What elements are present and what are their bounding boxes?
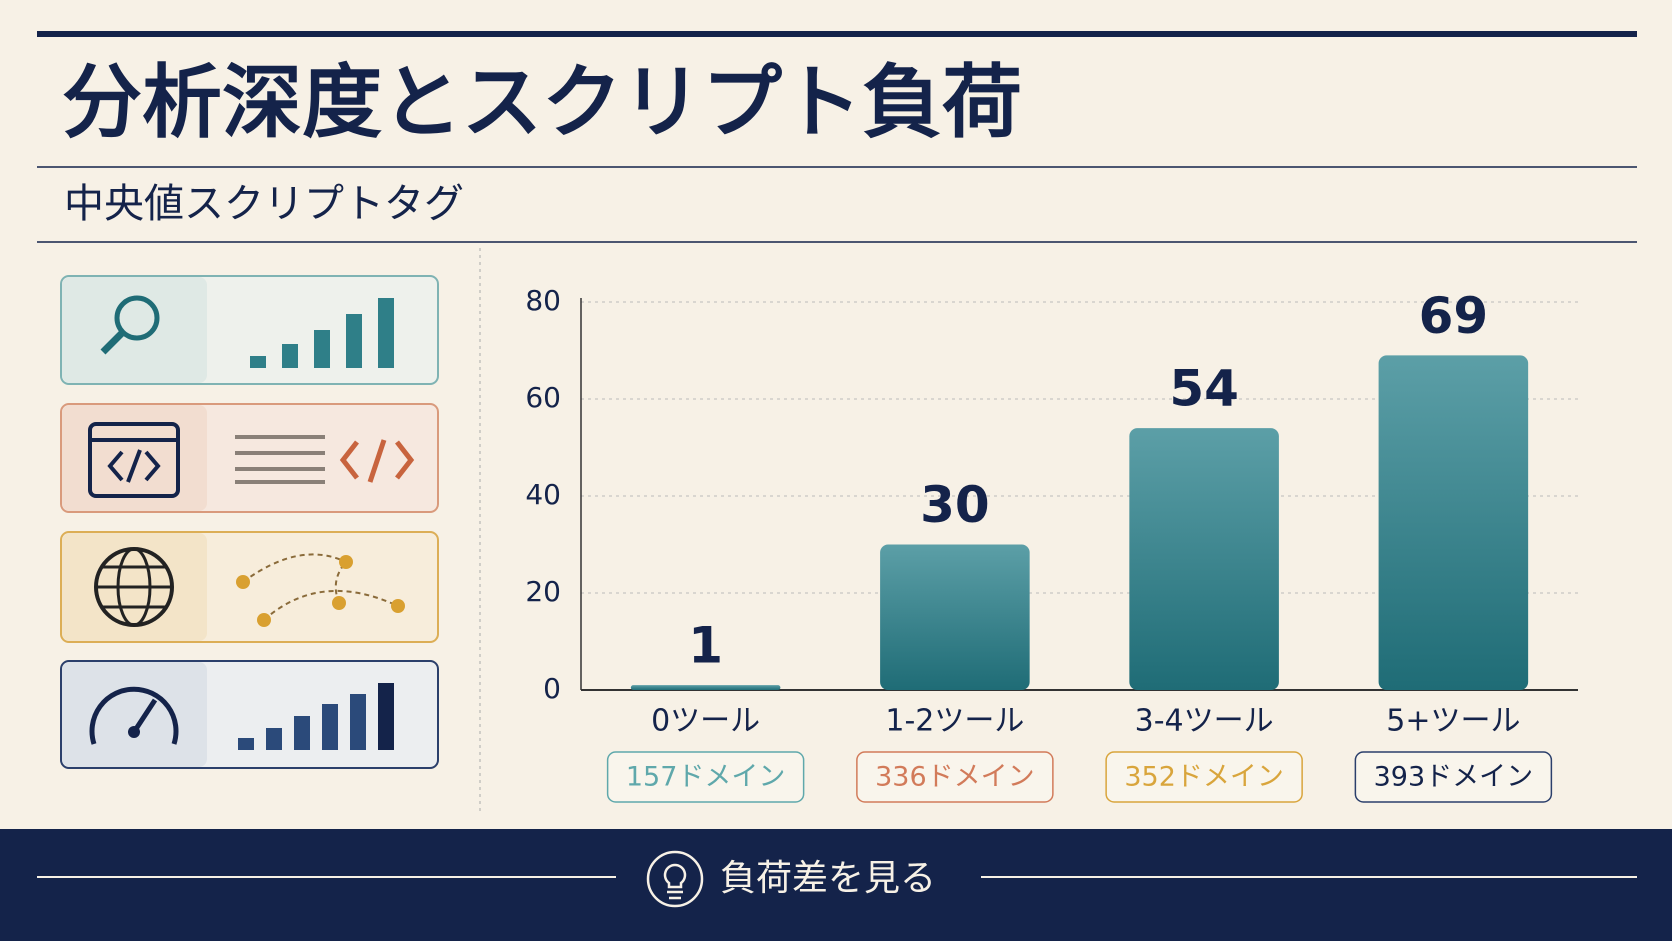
category-note: 157ドメイン	[626, 762, 786, 793]
bulb-icon	[663, 863, 687, 900]
value-label: 54	[1169, 360, 1239, 418]
icon	[235, 435, 325, 484]
icon	[89, 686, 179, 745]
panel-icon-bg	[62, 405, 207, 511]
icon	[100, 330, 125, 355]
icon	[131, 698, 158, 734]
icon	[314, 330, 330, 368]
icon	[339, 439, 415, 483]
chart-title: 分析深度とスクリプト負荷	[62, 56, 1022, 149]
category-note: 352ドメイン	[1124, 762, 1284, 793]
y-tick-label: 80	[525, 284, 561, 317]
bar	[1378, 355, 1529, 690]
icon	[96, 565, 172, 609]
x-tick-label: 0ツール	[651, 704, 760, 739]
category-note: 393ドメイン	[1374, 762, 1534, 793]
bar	[1129, 428, 1279, 690]
icon	[378, 298, 394, 368]
y-tick-label: 20	[525, 575, 561, 608]
category-note: 336ドメイン	[875, 762, 1035, 793]
category-badge	[606, 751, 805, 803]
bulb-icon	[646, 850, 704, 908]
x-tick-label: 5+ツール	[1386, 704, 1520, 739]
footer-band	[0, 829, 1672, 941]
bar	[880, 544, 1030, 690]
icon	[114, 295, 160, 341]
icon	[128, 726, 140, 738]
icon	[107, 449, 161, 483]
panel-icon-bg	[62, 662, 207, 767]
y-tick-label: 40	[525, 478, 561, 511]
value-label: 69	[1419, 287, 1489, 345]
icon-panels	[60, 275, 439, 769]
icon	[250, 356, 266, 368]
plot: 0 20 40 60 80 1 0ツール 157ドメイン 30 1-2ツール 336ドメイン 54 3-…	[525, 284, 1578, 803]
y-tick-label: 0	[543, 672, 561, 705]
icon	[346, 314, 362, 368]
panel-icon-bg	[62, 277, 207, 383]
y-tick-label: 60	[525, 381, 561, 414]
icon	[88, 422, 180, 498]
chart-subtitle: 中央値スクリプトタグ	[64, 181, 464, 227]
value-label: 1	[688, 617, 723, 675]
icon	[282, 344, 298, 368]
x-tick-label: 1-2ツール	[885, 704, 1024, 739]
category-badge	[1354, 751, 1553, 803]
bar	[630, 685, 781, 690]
x-tick-label: 3-4ツール	[1135, 704, 1274, 739]
category-badge	[856, 751, 1054, 803]
category-badge	[1105, 751, 1303, 803]
footer-text: 負荷差を見る	[720, 858, 936, 899]
top-rule	[37, 31, 1637, 37]
value-label: 30	[920, 476, 990, 534]
